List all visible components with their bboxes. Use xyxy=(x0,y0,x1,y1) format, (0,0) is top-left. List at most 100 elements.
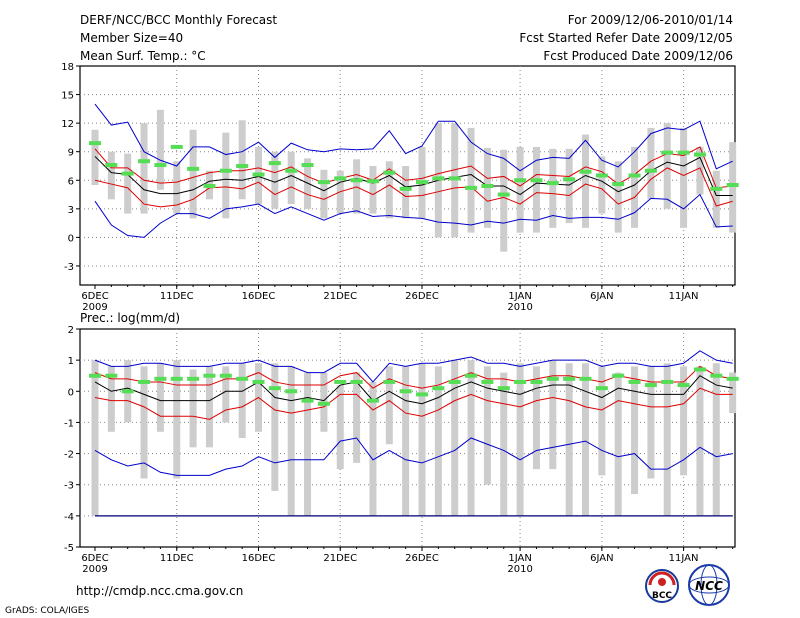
y-tick-label: -2 xyxy=(64,450,74,461)
ensemble-range-bar xyxy=(189,369,197,448)
ensemble-range-bar xyxy=(483,366,491,485)
observation-marker xyxy=(170,376,183,381)
y-tick-label: 0 xyxy=(68,233,74,244)
observation-marker xyxy=(187,376,200,381)
ensemble-range-bar xyxy=(320,169,328,219)
ensemble-mean-line xyxy=(94,156,733,196)
ensemble-range-bar xyxy=(663,123,671,209)
ensemble-range-bar xyxy=(222,132,230,219)
plot-frame xyxy=(79,328,736,548)
ensemble-range-bar xyxy=(696,146,704,195)
observation-marker xyxy=(317,401,330,406)
ensemble-range-bar xyxy=(238,363,246,438)
max-line xyxy=(94,350,733,383)
std-lower-line xyxy=(94,387,733,420)
ensemble-range-bar xyxy=(598,156,606,214)
top-panel-title: Mean Surf. Temp.: °C xyxy=(80,49,206,63)
ensemble-range-bar xyxy=(434,366,442,516)
ensemble-range-bar xyxy=(516,146,524,233)
observation-marker xyxy=(448,379,461,384)
ensemble-range-bar xyxy=(680,127,688,228)
observation-marker xyxy=(301,398,314,403)
ensemble-range-bar xyxy=(124,153,132,214)
y-tick-label: 1 xyxy=(68,356,74,367)
x-tick-label: 16DEC xyxy=(242,291,276,302)
observation-marker xyxy=(89,141,101,146)
observation-marker xyxy=(219,373,232,378)
y-tick-label: -3 xyxy=(64,481,74,492)
ensemble-range-bar xyxy=(107,366,115,432)
y-tick-label: 0 xyxy=(68,387,74,398)
observation-marker xyxy=(677,383,690,388)
observation-marker xyxy=(693,152,706,157)
ensemble-range-bar xyxy=(565,148,573,224)
x-tick-label: 21DEC xyxy=(323,291,357,302)
observation-marker xyxy=(448,176,461,181)
observation-marker xyxy=(481,183,494,188)
ensemble-range-bar xyxy=(614,161,622,233)
ensemble-range-bar xyxy=(516,363,524,516)
ensemble-range-bar xyxy=(451,360,459,516)
observation-marker xyxy=(546,376,559,381)
observation-marker xyxy=(710,186,723,191)
observation-marker xyxy=(661,379,674,384)
observation-marker xyxy=(612,182,625,187)
member-size: Member Size=40 xyxy=(80,31,183,45)
ensemble-range-bar xyxy=(712,363,720,516)
ensemble-range-bar xyxy=(369,381,377,516)
min-line xyxy=(94,193,733,238)
y-tick-label: 6 xyxy=(68,176,74,187)
source-url: http://cmdp.ncc.cma.gov.cn xyxy=(76,584,243,598)
observation-marker xyxy=(203,183,216,188)
observation-marker xyxy=(383,170,396,175)
ensemble-range-bar xyxy=(582,363,589,516)
observation-marker xyxy=(105,373,118,378)
ensemble-range-bar xyxy=(729,372,737,414)
ensemble-range-bar xyxy=(582,134,589,228)
observation-marker xyxy=(497,192,510,197)
y-tick-label: 9 xyxy=(68,148,74,159)
observation-marker xyxy=(154,376,167,381)
observation-marker xyxy=(514,379,527,384)
observation-marker xyxy=(416,180,428,185)
ensemble-range-bar xyxy=(156,363,164,432)
observation-marker xyxy=(726,376,739,381)
observation-marker xyxy=(726,183,739,188)
ensemble-range-bar xyxy=(614,372,622,516)
x-tick-label: 6DEC xyxy=(81,291,108,302)
observation-marker xyxy=(236,163,249,168)
x-tick-label: 26DEC xyxy=(405,291,439,302)
x-tick-label: 6JAN xyxy=(590,553,613,564)
observation-marker xyxy=(644,383,657,388)
observation-marker xyxy=(350,178,363,183)
observation-marker xyxy=(203,373,216,378)
ensemble-range-bar xyxy=(287,151,295,205)
x-tick-year: 2009 xyxy=(82,302,107,313)
observation-marker xyxy=(530,379,543,384)
ensemble-range-bar xyxy=(663,363,671,516)
bcc-logo-text: BCC xyxy=(652,591,672,601)
fcst-produced-date: Fcst Produced Date 2009/12/06 xyxy=(543,49,733,63)
observation-marker xyxy=(138,159,151,164)
y-tick-label: -4 xyxy=(64,512,74,523)
observation-marker xyxy=(89,373,101,378)
grads-credit: GrADS: COLA/IGES xyxy=(5,606,89,616)
x-tick-label: 26DEC xyxy=(405,553,439,564)
observation-marker xyxy=(252,379,265,384)
x-tick-year: 2010 xyxy=(507,564,532,575)
observation-marker xyxy=(399,186,412,191)
observation-marker xyxy=(187,166,200,171)
x-tick-year: 2009 xyxy=(82,564,107,575)
ensemble-range-bar xyxy=(140,366,148,479)
ensemble-range-bar xyxy=(238,120,246,200)
forecast-range: For 2009/12/06-2010/01/14 xyxy=(568,13,733,27)
x-tick-label: 21DEC xyxy=(323,553,357,564)
observation-marker xyxy=(334,379,347,384)
ensemble-range-bar xyxy=(91,360,99,516)
observation-marker xyxy=(612,373,625,378)
ensemble-range-bar xyxy=(680,366,688,476)
x-tick-label: 6DEC xyxy=(81,553,108,564)
observation-marker xyxy=(432,386,445,391)
observation-marker xyxy=(693,367,706,372)
